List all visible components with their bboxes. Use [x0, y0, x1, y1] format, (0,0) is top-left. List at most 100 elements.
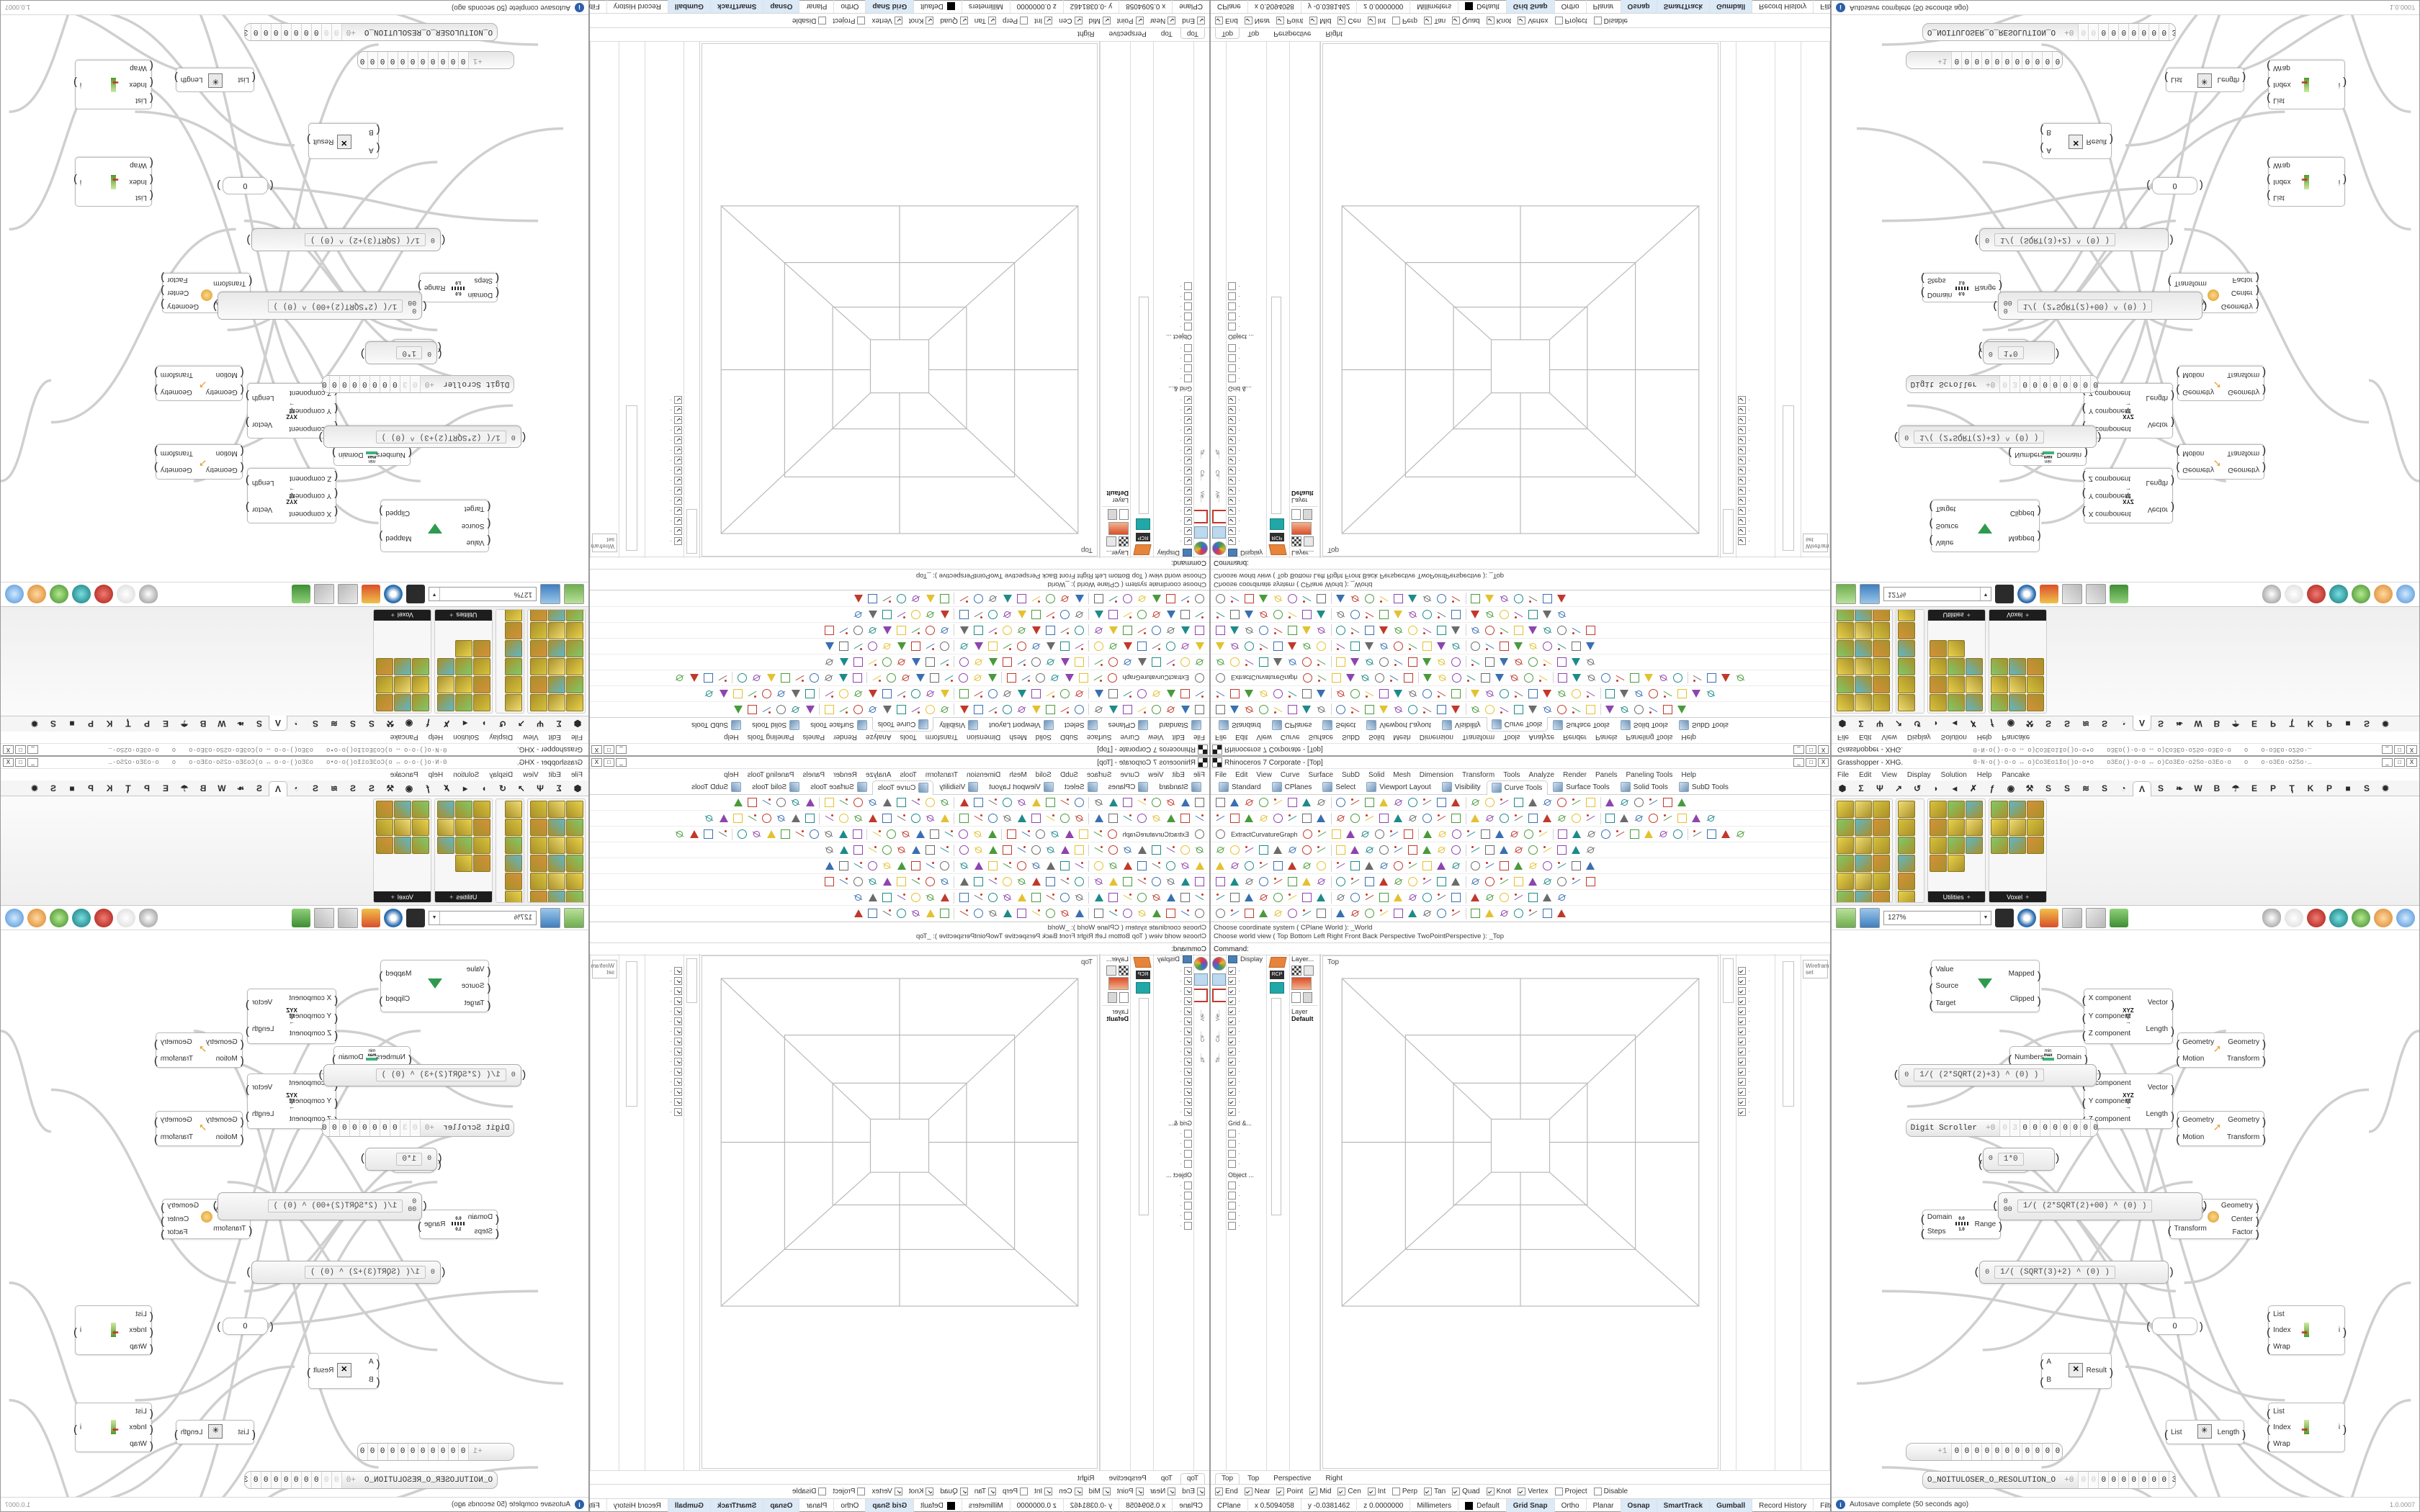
toolbar-icon-r1-4[interactable] [1150, 703, 1163, 716]
camera-icon[interactable] [1212, 973, 1226, 986]
toolbar-icon-r4-12[interactable] [1377, 843, 1391, 857]
port-bracket[interactable]: ) [2262, 1116, 2267, 1129]
toolbar-icon-r5-10[interactable] [1058, 859, 1072, 873]
osnap-checkbox-int[interactable] [1367, 17, 1376, 24]
port-bracket[interactable]: ) [1999, 1220, 2003, 1233]
toolbar-icon-r5-4[interactable] [1257, 639, 1270, 653]
display-setting-row-7[interactable]: · [1155, 1026, 1192, 1036]
toolbar-icon-r7-21[interactable] [1512, 891, 1525, 904]
palette-component-1-1[interactable] [1898, 676, 1915, 693]
scroller-digit-1[interactable]: 0 [2088, 1472, 2099, 1488]
viewport-tab-top-1[interactable]: Top [1247, 1475, 1260, 1482]
toolbar-icon-r1-2[interactable] [1228, 796, 1242, 809]
osnap-item-near[interactable]: Near [1150, 1488, 1176, 1495]
gh-input-port-domain[interactable]: Domain( [467, 286, 500, 299]
rcp-icon[interactable]: RCP [1136, 533, 1150, 541]
palette-component-0-11[interactable] [1873, 640, 1890, 657]
toolbar-icon-r4-10[interactable] [1058, 843, 1072, 857]
osnap-item-project[interactable]: Project [833, 17, 866, 24]
toolbar-icon-r1-1[interactable] [1193, 703, 1206, 716]
status-toggle-smarttrack[interactable]: SmartTrack [709, 1499, 763, 1512]
toolbar-icon-r7-21[interactable] [895, 608, 908, 621]
gh-input-port-transform[interactable]: Transform( [2167, 1225, 2207, 1238]
osnap-checkbox-point[interactable] [1135, 17, 1144, 24]
right-tabstrip[interactable] [684, 954, 699, 1470]
toolbar-icon-r4-25[interactable] [837, 655, 851, 669]
palette-component-0-4[interactable] [1855, 676, 1872, 693]
palette-component-3-5[interactable] [2027, 676, 2045, 693]
property-setting-row-2[interactable]: · [647, 976, 682, 986]
port-bracket[interactable]: ) [161, 271, 165, 284]
toolbar-icon-r5-1[interactable] [1193, 859, 1206, 873]
property-setting-checkbox-9[interactable] [674, 1047, 682, 1056]
shade-teal-icon[interactable] [2329, 585, 2348, 604]
port-bracket[interactable]: ( [2081, 1012, 2086, 1025]
port-bracket[interactable]: ) [417, 279, 421, 292]
display-setting-checkbox-2[interactable] [1184, 976, 1192, 985]
scroller-digit-3[interactable]: 0 [428, 52, 439, 68]
toolbar-icon-r1-13[interactable] [1015, 796, 1028, 809]
gh-input-port-motion[interactable]: Motion( [215, 1055, 244, 1068]
property-setting-checkbox-2[interactable] [674, 527, 682, 536]
toolbar-icon-r3-26[interactable] [735, 827, 749, 841]
status-toggle-planar[interactable]: Planar [1587, 1499, 1621, 1512]
toolbar-icon-r1-25[interactable] [1569, 703, 1583, 716]
palette-component-3-5[interactable] [375, 676, 393, 693]
toolbar-icon-r4-4[interactable] [1257, 655, 1270, 669]
toolbar-icon-r6-10[interactable] [1058, 875, 1072, 888]
port-bracket[interactable]: ( [2176, 383, 2180, 396]
osnap-checkbox-project[interactable] [857, 1488, 866, 1495]
toolbar-icon-r4-1[interactable] [1193, 655, 1206, 669]
port-bracket[interactable]: ) [2201, 1200, 2208, 1212]
toolbar-icon-r3-17[interactable] [1536, 827, 1550, 841]
toolbar-icon-r1-30[interactable] [760, 796, 774, 809]
camera-icon[interactable] [1194, 526, 1208, 539]
toolbar-icon-r3-24[interactable] [764, 827, 778, 841]
palette-component-0-13[interactable] [548, 622, 565, 639]
toolbar-icon-r1-26[interactable] [823, 796, 836, 809]
palette-component-2-0[interactable] [472, 801, 490, 818]
toolbar-icon-r2-5[interactable] [1271, 811, 1285, 825]
toolbar-icon-r8-1[interactable] [1214, 906, 1227, 920]
grid-setting-row-1[interactable]: · [1228, 374, 1265, 384]
property-setting-checkbox-9[interactable] [1738, 1047, 1746, 1056]
toolbar-icon-r6-15[interactable] [986, 624, 1000, 637]
port-bracket[interactable]: ) [2171, 998, 2175, 1011]
toolbar-icon-r6-7[interactable] [1300, 624, 1314, 637]
port-bracket[interactable]: ( [334, 1030, 339, 1043]
toolbar-icon-r1-24[interactable] [851, 703, 865, 716]
toolbar-icon-r2-24[interactable] [851, 687, 865, 701]
extract-curvature-graph-button[interactable]: ExtractCurvatureGraph [1231, 830, 1298, 838]
port-bracket[interactable]: ) [2168, 1266, 2175, 1279]
toolbar-icon-r5-10[interactable] [1348, 859, 1362, 873]
toolbar-icon-r4-14[interactable] [1000, 843, 1014, 857]
toolbar-icon-r6-17[interactable] [957, 875, 971, 888]
scroller-digit-2[interactable]: 0 [390, 376, 400, 392]
toolbar-icon-r3-16[interactable] [1522, 827, 1536, 841]
render-icon[interactable] [1270, 518, 1284, 530]
port-bracket[interactable]: ) [1999, 279, 2003, 292]
toolbar-icon-r1-26[interactable] [1584, 796, 1597, 809]
zoom-level-combobox[interactable]: 127% ▼ [1883, 910, 1991, 925]
toolbar-icon-r7-17[interactable] [1449, 608, 1463, 621]
toolbar-icon-r6-19[interactable] [923, 624, 937, 637]
toolbar-icon-r2-1[interactable] [1214, 687, 1227, 701]
status-toggle-record-history[interactable]: Record History [1752, 1499, 1814, 1512]
palette-component-0-10[interactable] [548, 855, 565, 872]
toolbar-icon-r3-9[interactable] [985, 671, 999, 685]
toolbar-icon-r6-12[interactable] [1377, 624, 1391, 637]
toolbar-icon-r7-9[interactable] [1072, 608, 1086, 621]
toolbar-icon-r8-17[interactable] [1449, 592, 1463, 606]
toolbar-icon-r7-5[interactable] [1271, 608, 1285, 621]
scroller-digits[interactable]: 030000000000 [321, 1120, 421, 1136]
palette-component-2-3[interactable] [1930, 676, 1948, 693]
toolbar-icon-r8-3[interactable] [1242, 906, 1256, 920]
palette-component-2-0[interactable] [472, 694, 490, 711]
gh-category-tab-27[interactable]: ■ [2345, 719, 2351, 729]
scroller-digit-8[interactable]: 0 [2080, 1120, 2091, 1136]
palette-component-1-3[interactable] [1898, 640, 1915, 657]
toolbar-icon-r1-20[interactable] [1497, 703, 1511, 716]
toolbar-icon-globe[interactable] [1193, 671, 1206, 685]
